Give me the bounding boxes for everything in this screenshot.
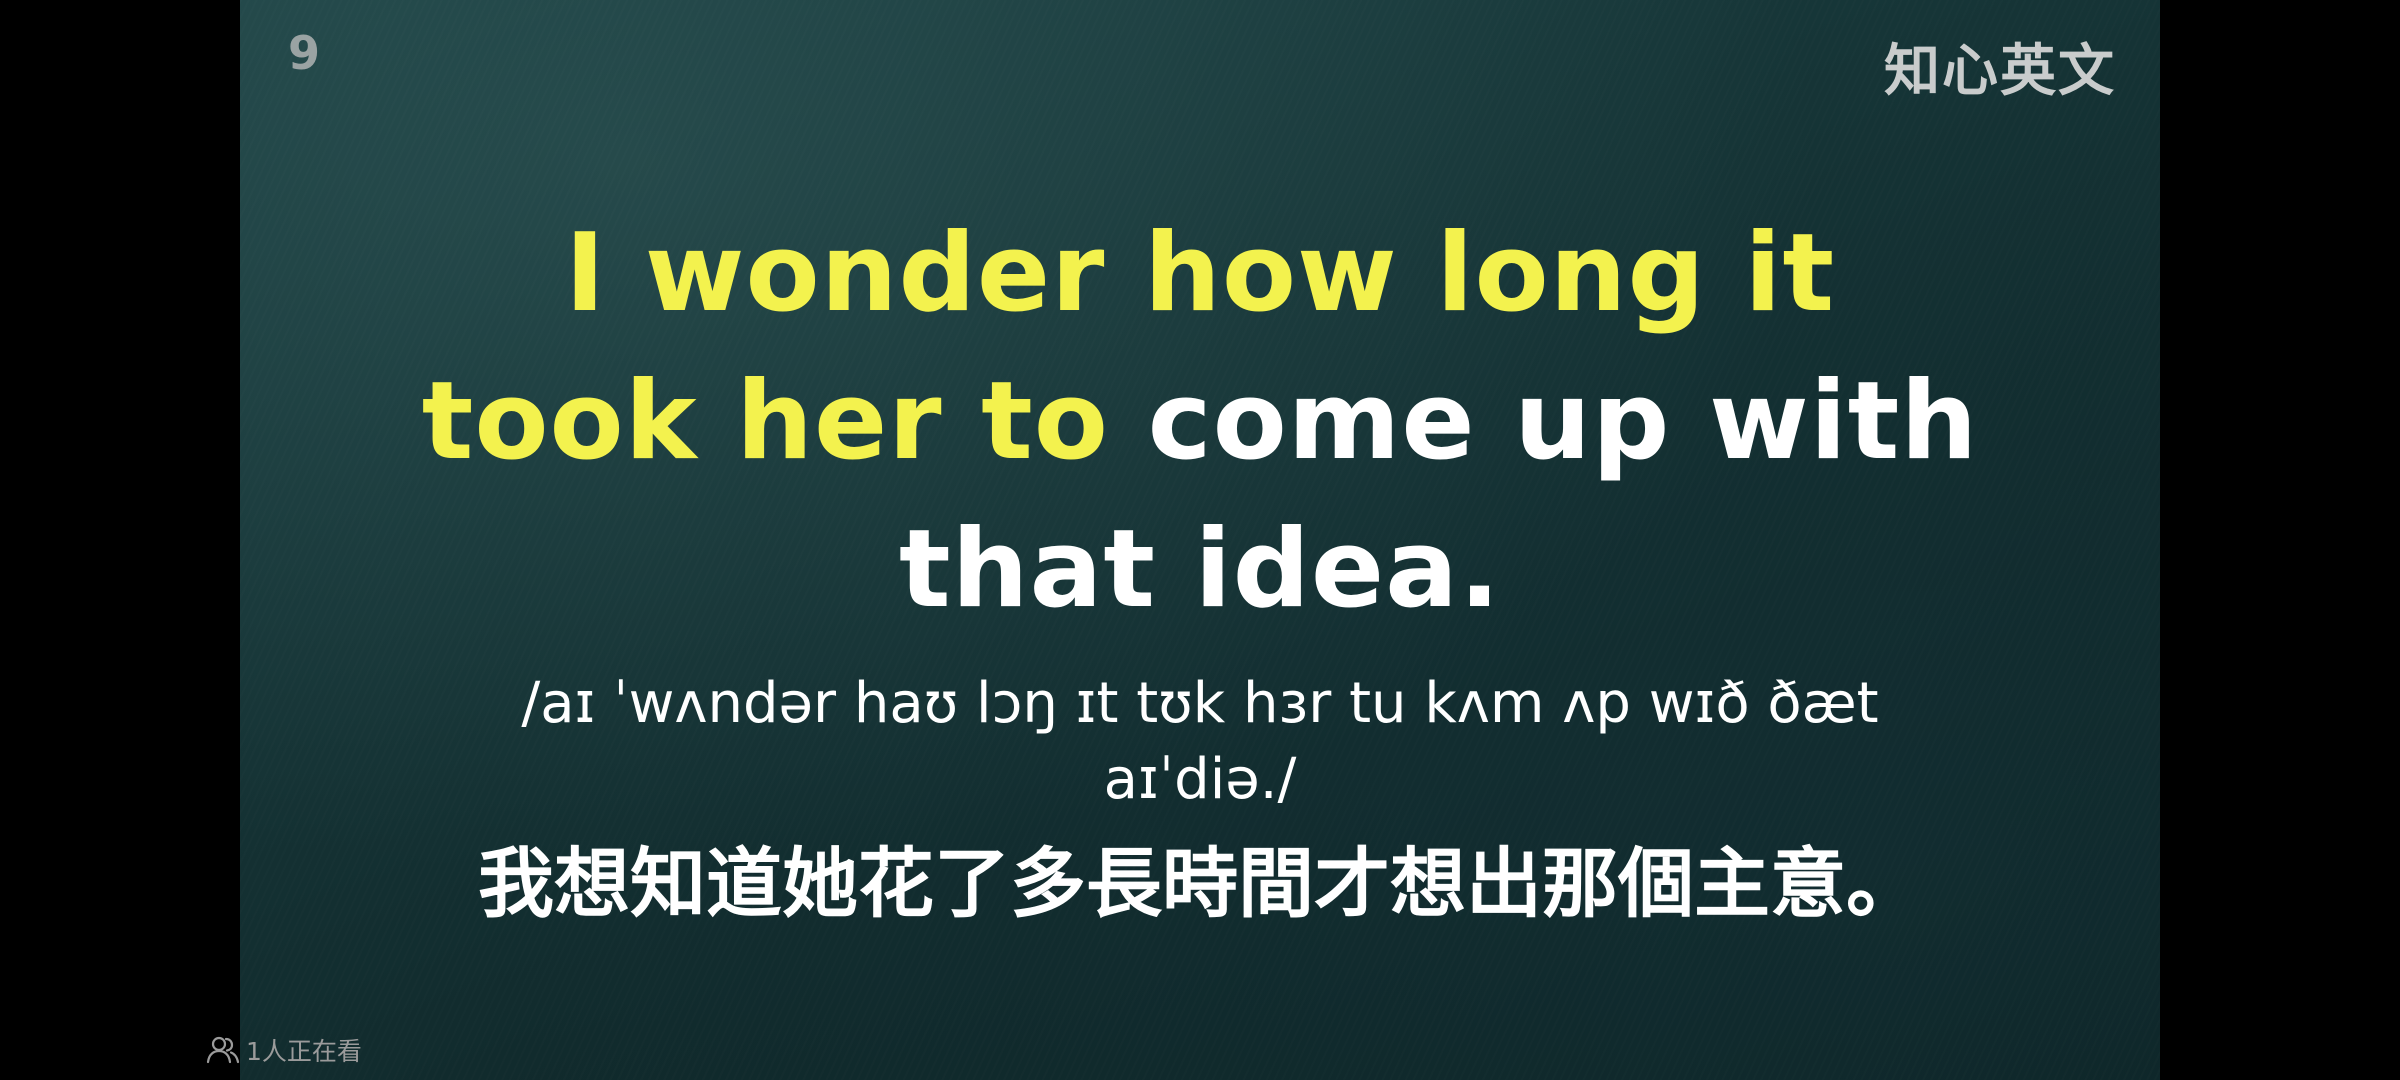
sentence-plain-line2: come up with bbox=[1147, 359, 1979, 484]
sentence-highlight-line1: I wonder how long it bbox=[564, 211, 1836, 336]
episode-number: 9 bbox=[288, 26, 321, 80]
people-icon bbox=[206, 1036, 240, 1064]
chinese-translation: 我想知道她花了多長時間才想出那個主意。 bbox=[478, 839, 1922, 928]
english-sentence: I wonder how long it took her to come up… bbox=[240, 200, 2160, 644]
sentence-plain-line3: that idea. bbox=[898, 507, 1502, 632]
viewer-count: 1人正在看 bbox=[206, 1032, 362, 1068]
ipa-transcription: /aɪ ˈwʌndər haʊ lɔŋ ɪt tʊk hɜr tu kʌm ʌp… bbox=[240, 666, 2160, 818]
viewer-count-text: 1人正在看 bbox=[246, 1037, 362, 1066]
ipa-line2: aɪˈdiə./ bbox=[1103, 747, 1297, 812]
ipa-line1: /aɪ ˈwʌndər haʊ lɔŋ ɪt tʊk hɜr tu kʌm ʌp… bbox=[521, 671, 1879, 736]
video-frame[interactable]: 9 知心英文 I wonder how long it took her to … bbox=[240, 0, 2160, 1080]
sentence-highlight-line2: took her to bbox=[421, 359, 1109, 484]
channel-logo: 知心英文 bbox=[1884, 39, 2116, 104]
